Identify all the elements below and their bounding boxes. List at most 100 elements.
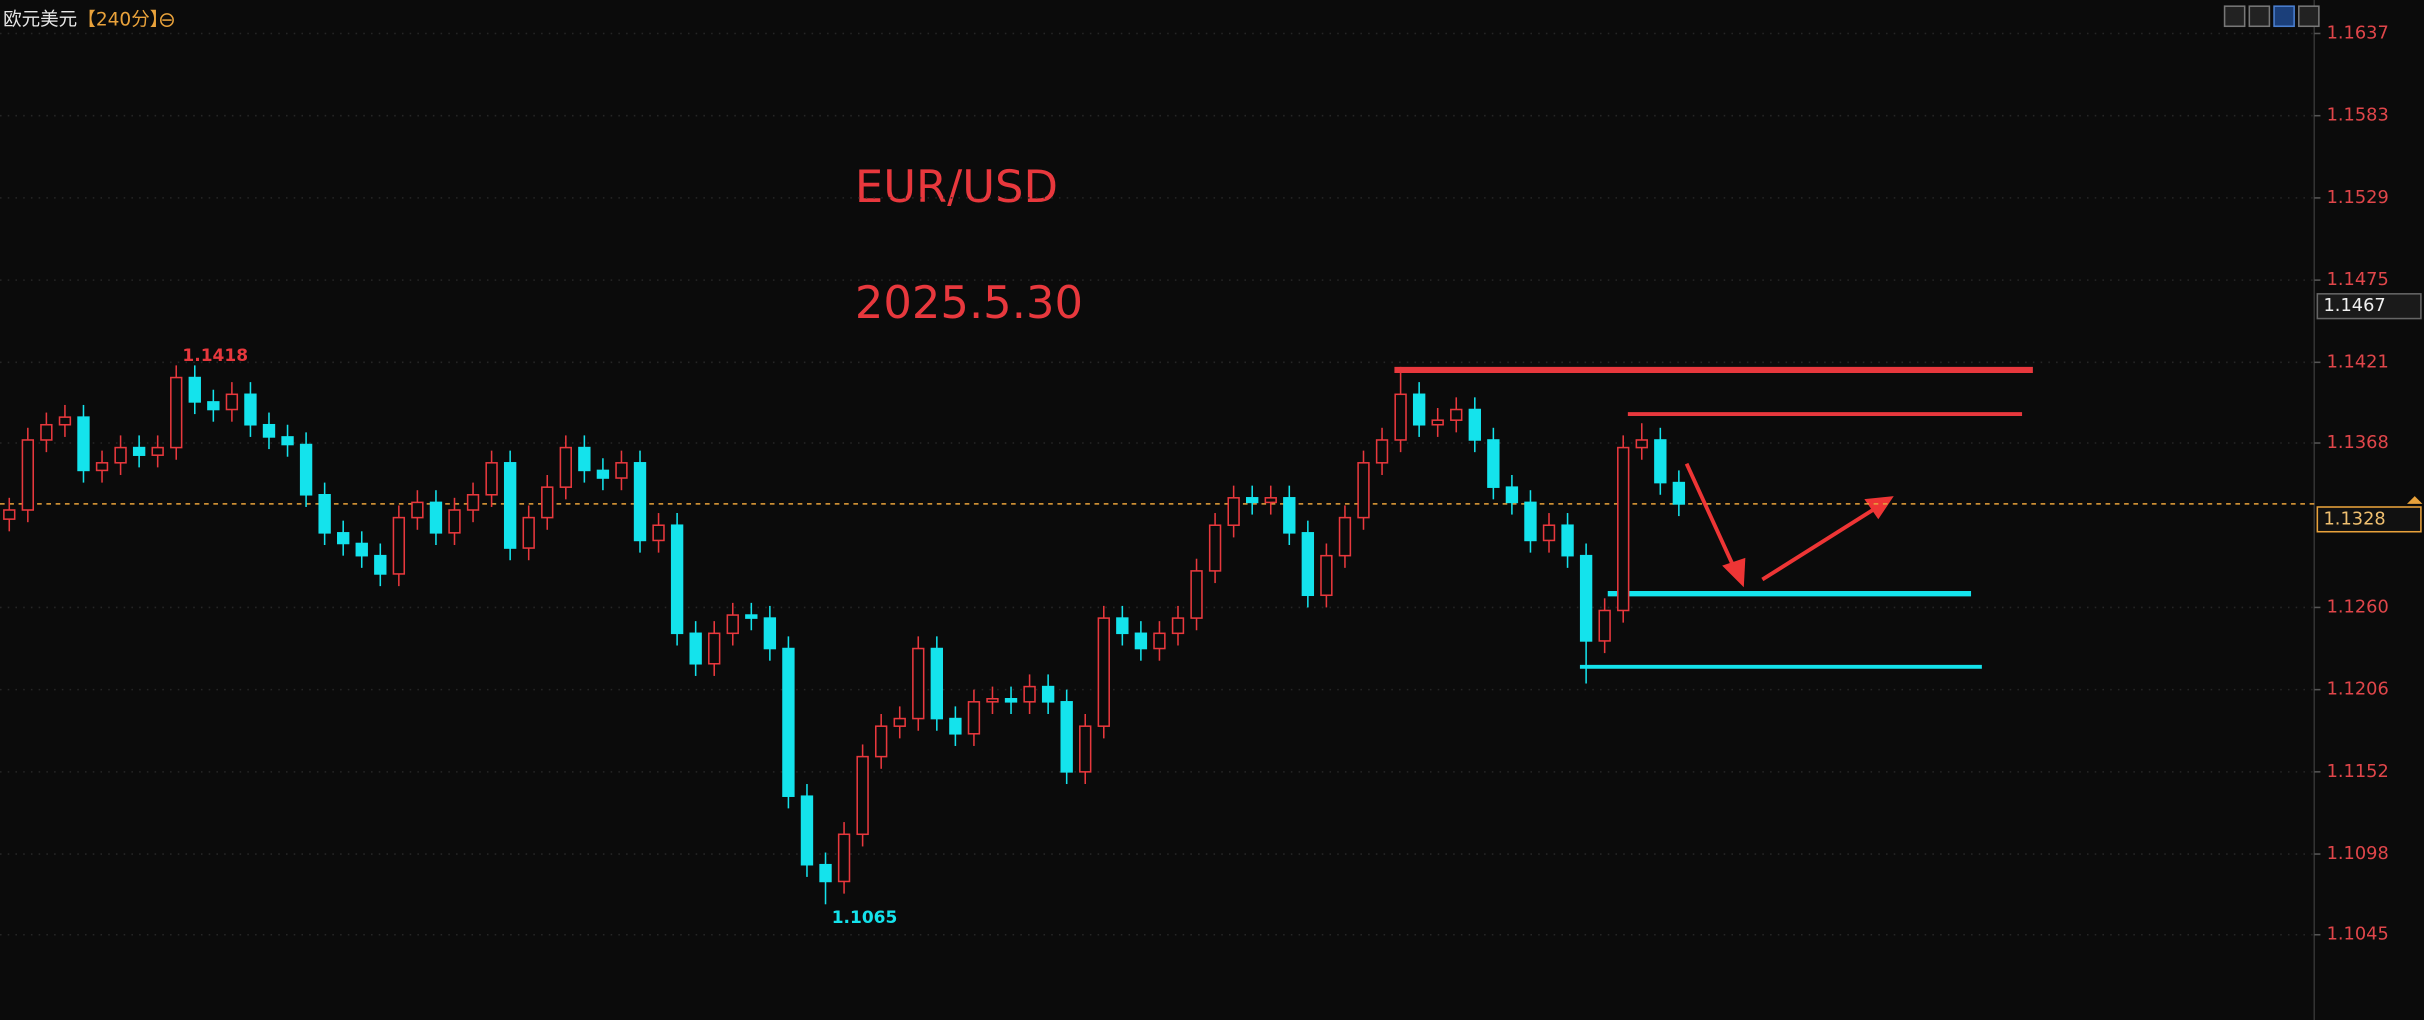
candle-body <box>244 393 257 426</box>
arrow-head <box>1864 496 1894 520</box>
last-price-label: 1.1328 <box>2324 509 2386 529</box>
candle-body <box>58 416 72 426</box>
y-tick-label: 1.1421 <box>2327 352 2389 372</box>
candle-body <box>1579 554 1593 642</box>
candle-body <box>1134 632 1148 650</box>
candle-body <box>930 647 944 720</box>
high-label: 1.1418 <box>182 346 248 366</box>
candle-body <box>1079 725 1092 773</box>
candle-body <box>1635 439 1648 449</box>
tool-button[interactable] <box>2273 5 2295 28</box>
candle-body <box>949 717 962 735</box>
candle-body <box>986 698 999 703</box>
candle-body <box>652 524 665 542</box>
candle-body <box>708 632 721 665</box>
candle-body <box>1524 501 1537 542</box>
tool-button[interactable] <box>2248 5 2271 28</box>
candle-body <box>1041 685 1055 703</box>
marker-price-label: 1.1467 <box>2324 296 2386 316</box>
y-tick-label: 1.1529 <box>2327 188 2389 208</box>
candle-body <box>1338 516 1352 557</box>
marker-price-box <box>2316 293 2422 320</box>
candle-body <box>689 632 702 665</box>
arrow-head <box>1722 557 1746 588</box>
candle-body <box>800 795 814 866</box>
candle-body <box>355 542 368 557</box>
candle-body <box>1301 532 1315 597</box>
candle-body <box>1468 408 1481 441</box>
candle-body <box>578 446 591 472</box>
toolbar <box>2223 5 2320 28</box>
y-tick-label: 1.1368 <box>2327 433 2389 453</box>
candle-body <box>1598 609 1611 642</box>
candle-body <box>225 393 239 411</box>
candle-body <box>114 446 127 464</box>
candle-body <box>1450 408 1463 421</box>
candle-body <box>522 516 535 549</box>
candle-body <box>448 509 461 534</box>
candle-body <box>299 443 313 496</box>
candle-body <box>1264 497 1277 504</box>
candle-body <box>745 614 758 619</box>
candles <box>3 365 1686 905</box>
period-label: 【240分】 <box>77 10 168 31</box>
candle-body <box>3 509 16 520</box>
candle-body <box>1246 497 1259 504</box>
candle-body <box>1617 446 1630 612</box>
candle-body <box>670 524 684 635</box>
candle-body <box>1542 524 1556 542</box>
y-tick-label: 1.1152 <box>2327 762 2389 782</box>
candle-body <box>1227 497 1240 526</box>
chart-title: 欧元美元 <box>3 10 77 31</box>
candle-body <box>596 469 610 479</box>
candle-body <box>1357 462 1370 519</box>
candle-body <box>1487 439 1500 488</box>
candle-body <box>819 863 832 883</box>
candle-body <box>392 516 406 575</box>
candle-body <box>1412 393 1426 426</box>
y-tick-label: 1.1583 <box>2327 106 2389 126</box>
candle-body <box>503 462 517 549</box>
candle-body <box>615 462 628 479</box>
candle-body <box>912 647 925 720</box>
last-price-box <box>2316 506 2422 533</box>
candle-body <box>170 376 183 449</box>
y-tick-label: 1.1637 <box>2327 23 2389 43</box>
candle-body <box>1097 617 1110 727</box>
candle-body <box>1116 617 1129 635</box>
candle-body <box>726 614 739 635</box>
candle-body <box>485 462 498 496</box>
candle-body <box>374 554 387 575</box>
add-icon[interactable] <box>160 13 174 28</box>
annotation-date: 2025.5.30 <box>855 276 1083 329</box>
y-tick-label: 1.1045 <box>2327 925 2389 945</box>
candle-body <box>1208 524 1222 572</box>
candle-body <box>541 486 554 519</box>
candle-body <box>1153 632 1166 650</box>
candle-body <box>281 436 294 446</box>
candle-body <box>1283 497 1296 534</box>
candle-body <box>337 532 350 545</box>
candle-body <box>188 376 201 403</box>
arrows <box>1684 462 1894 588</box>
low-label: 1.1065 <box>832 908 898 928</box>
candle-body <box>763 617 777 650</box>
candle-body <box>207 401 220 411</box>
candle-body <box>429 501 443 534</box>
candle-body <box>262 423 276 438</box>
arrow-up <box>1761 506 1877 582</box>
candle-body <box>1190 570 1203 619</box>
candle-body <box>1171 617 1185 635</box>
candle-body <box>1375 439 1389 464</box>
tool-button[interactable] <box>2298 5 2320 28</box>
candle-body <box>95 462 109 472</box>
candle-body <box>318 494 331 534</box>
candle-body <box>559 446 572 488</box>
candle-body <box>132 446 146 456</box>
y-tick-label: 1.1260 <box>2327 597 2389 617</box>
tool-button[interactable] <box>2223 5 2246 28</box>
candle-body <box>1023 685 1036 703</box>
